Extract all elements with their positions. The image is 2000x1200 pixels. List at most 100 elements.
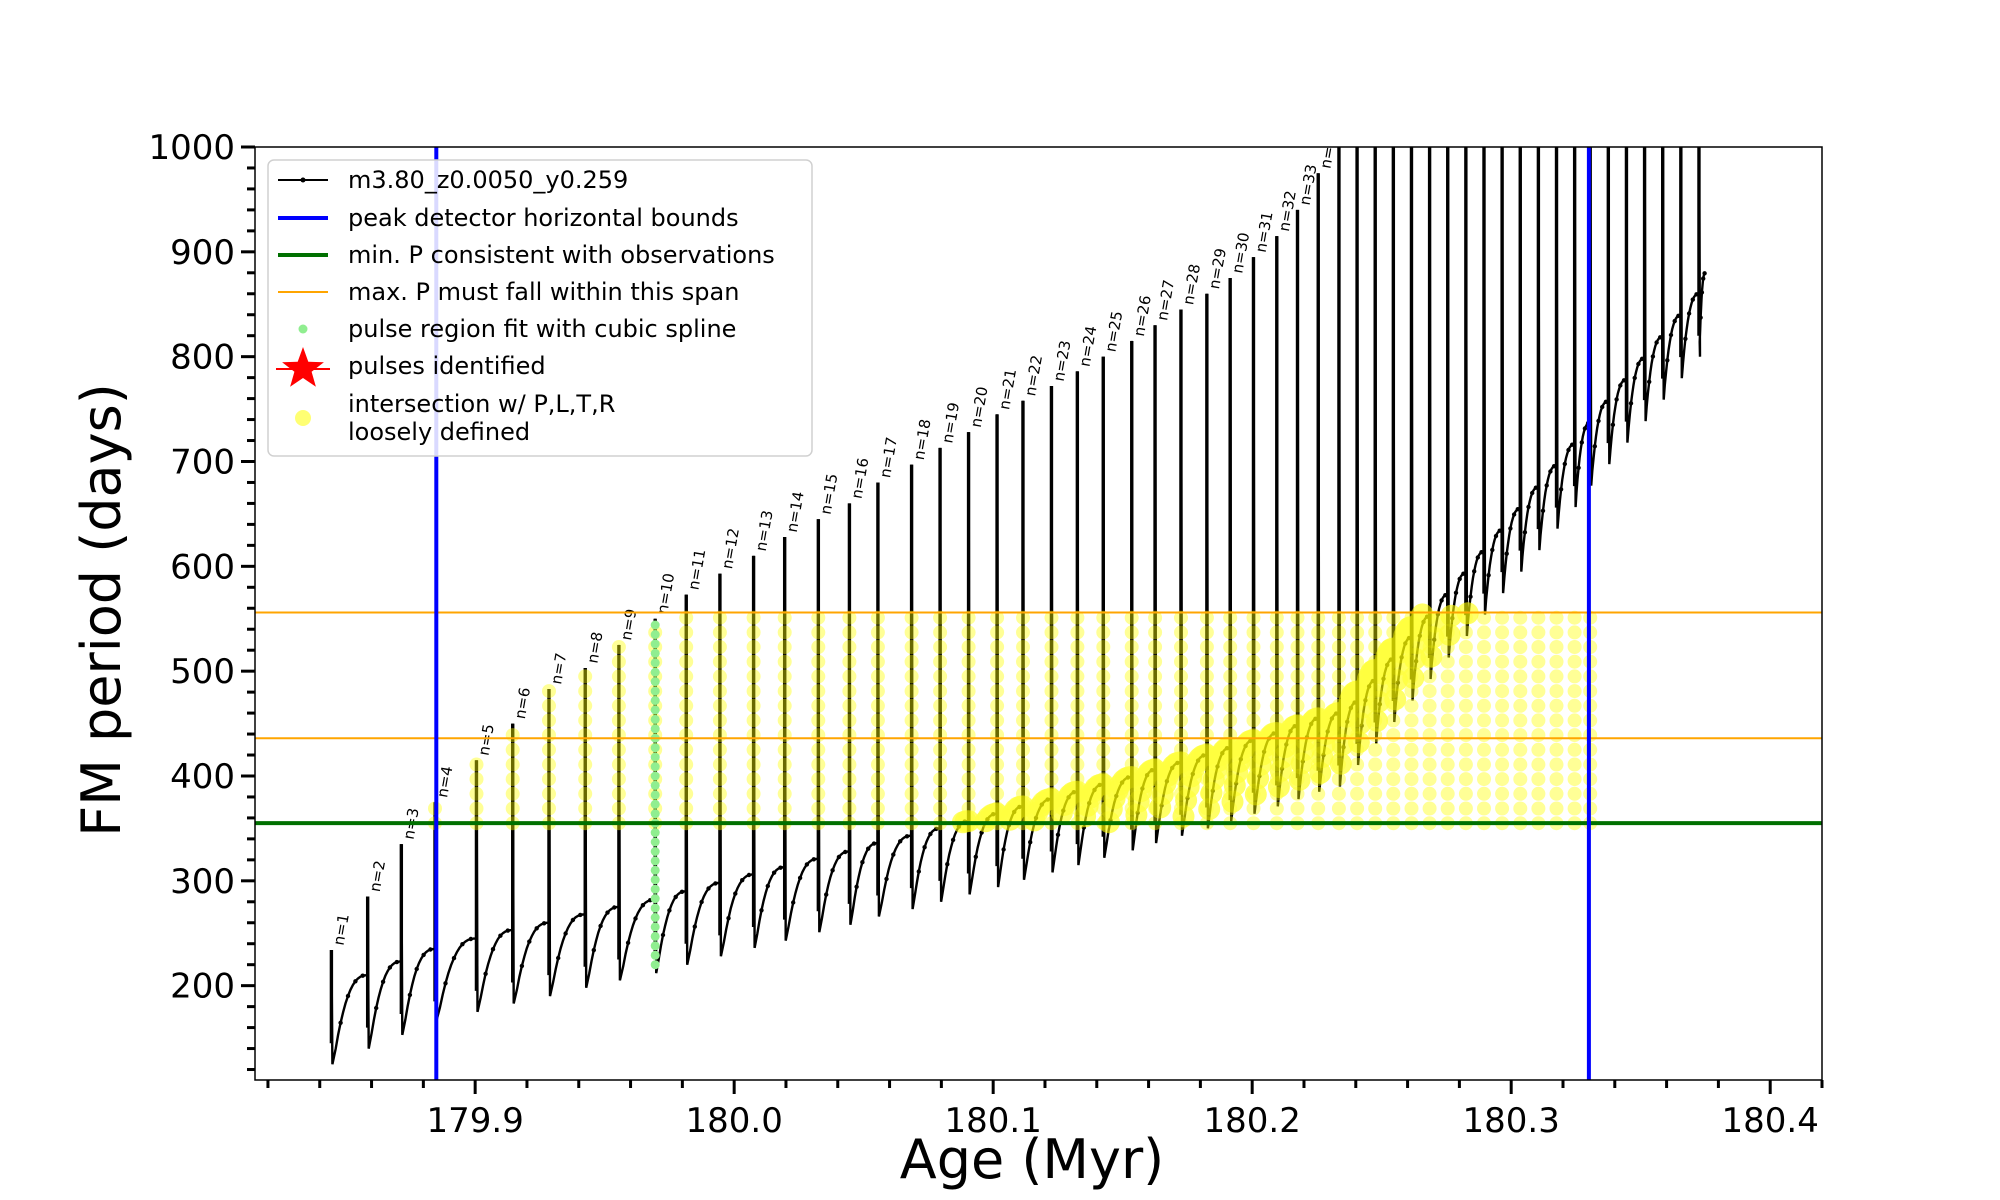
legend-handle-track-marker (300, 177, 306, 183)
intersection-point (990, 728, 1005, 743)
intersection-point (1016, 713, 1030, 728)
intersection-point (1174, 684, 1188, 699)
intersection-point (712, 654, 727, 669)
intersection-point (1096, 772, 1111, 787)
intersection-point (578, 786, 593, 801)
intersection-point (1096, 610, 1111, 625)
track-point (673, 894, 678, 900)
legend-box (267, 159, 813, 457)
track-point (713, 881, 718, 886)
legend-handle-star (282, 347, 324, 387)
intersection-point (811, 610, 826, 625)
intersection-point (1368, 742, 1383, 757)
intersection-point (870, 698, 885, 713)
pulse-label-7: n=7 (547, 651, 570, 685)
intersection-point (1477, 801, 1491, 816)
intersection-point (842, 640, 857, 654)
spline-fit-point (650, 658, 660, 668)
intersection-point (1070, 742, 1085, 757)
track-point (1582, 426, 1588, 431)
intersection-point (611, 669, 626, 684)
track-point (556, 955, 561, 961)
intersection-point (870, 610, 885, 625)
intersection-point (1386, 786, 1401, 801)
pulse-label-23: n=23 (1050, 339, 1075, 383)
intersection-point (1269, 654, 1284, 669)
intersection-point (842, 698, 857, 713)
intersection-point (1477, 640, 1491, 654)
intersection-point (1350, 786, 1365, 801)
intersection-point (811, 625, 826, 640)
intersection-point (777, 610, 792, 625)
intersection-point (679, 640, 694, 654)
intersection-point (679, 698, 694, 713)
track-point (1650, 354, 1656, 359)
intersection-point (1174, 625, 1188, 640)
intersection-point (712, 669, 727, 684)
intersection-point (1549, 625, 1564, 640)
intersection-point (679, 786, 694, 801)
intersection-point (1016, 610, 1030, 625)
intersection-point (870, 801, 885, 816)
intersection-point (1331, 772, 1346, 787)
intersection-point (1386, 610, 1401, 625)
intersection-point (904, 684, 919, 699)
intersection-point (1549, 772, 1564, 787)
track-point (505, 928, 510, 933)
intersection-point (811, 786, 826, 801)
intersection-point (1531, 728, 1546, 743)
legend-label-1: m3.80_z0.0050_y0.259 (348, 166, 628, 194)
intersection-point (904, 728, 919, 743)
intersection-point (1531, 713, 1546, 728)
intersection-point (1070, 640, 1085, 654)
intersection-point (1223, 713, 1238, 728)
intersection-point (679, 610, 694, 625)
intersection-point (904, 610, 919, 625)
intersection-point (1124, 698, 1139, 713)
intersection-point (1044, 728, 1059, 743)
intersection-point (712, 786, 727, 801)
intersection-point (870, 669, 885, 684)
intersection-point (542, 684, 556, 699)
track-point (1508, 526, 1513, 531)
intersection-point (1440, 728, 1455, 743)
pulse-label-8: n=8 (583, 630, 606, 664)
track-point (1479, 550, 1484, 555)
intersection-point (1148, 742, 1163, 757)
intersection-point (1458, 684, 1473, 699)
spline-fit-point (650, 780, 660, 790)
spline-fit-point (650, 620, 660, 630)
track-point (1610, 422, 1616, 427)
intersection-point (904, 669, 919, 684)
intersection-point (1495, 786, 1510, 801)
intersection-point (811, 801, 826, 816)
intersection-point (1549, 742, 1564, 757)
intersection-point (1124, 669, 1139, 684)
track-point (922, 845, 927, 850)
legend-label-4: max. P must fall within this span (348, 278, 739, 306)
intersection-point (1440, 801, 1455, 816)
intersection-point (933, 801, 948, 816)
intersection-point (1440, 654, 1455, 669)
track-point (1683, 336, 1688, 341)
intersection-point (1495, 757, 1510, 772)
intersection-point (1531, 610, 1546, 625)
intersection-point (1267, 776, 1290, 798)
intersection-point (1404, 757, 1419, 772)
intersection-point (611, 698, 626, 713)
intersection-point (1124, 625, 1139, 640)
track-point (871, 841, 877, 846)
intersection-point (505, 728, 520, 743)
intersection-point (1477, 742, 1491, 757)
intersection-point (1246, 669, 1261, 684)
intersection-point (1269, 684, 1284, 699)
intersection-point (1531, 698, 1546, 713)
intersection-point (1290, 801, 1305, 816)
intersection-point (1458, 713, 1473, 728)
track-point (625, 940, 631, 945)
x-tick-label: 180.1 (945, 1101, 1042, 1141)
intersection-point (1244, 783, 1267, 806)
y-tick-label: 800 (170, 338, 235, 378)
intersection-point (1513, 698, 1528, 713)
intersection-point (1223, 640, 1238, 654)
